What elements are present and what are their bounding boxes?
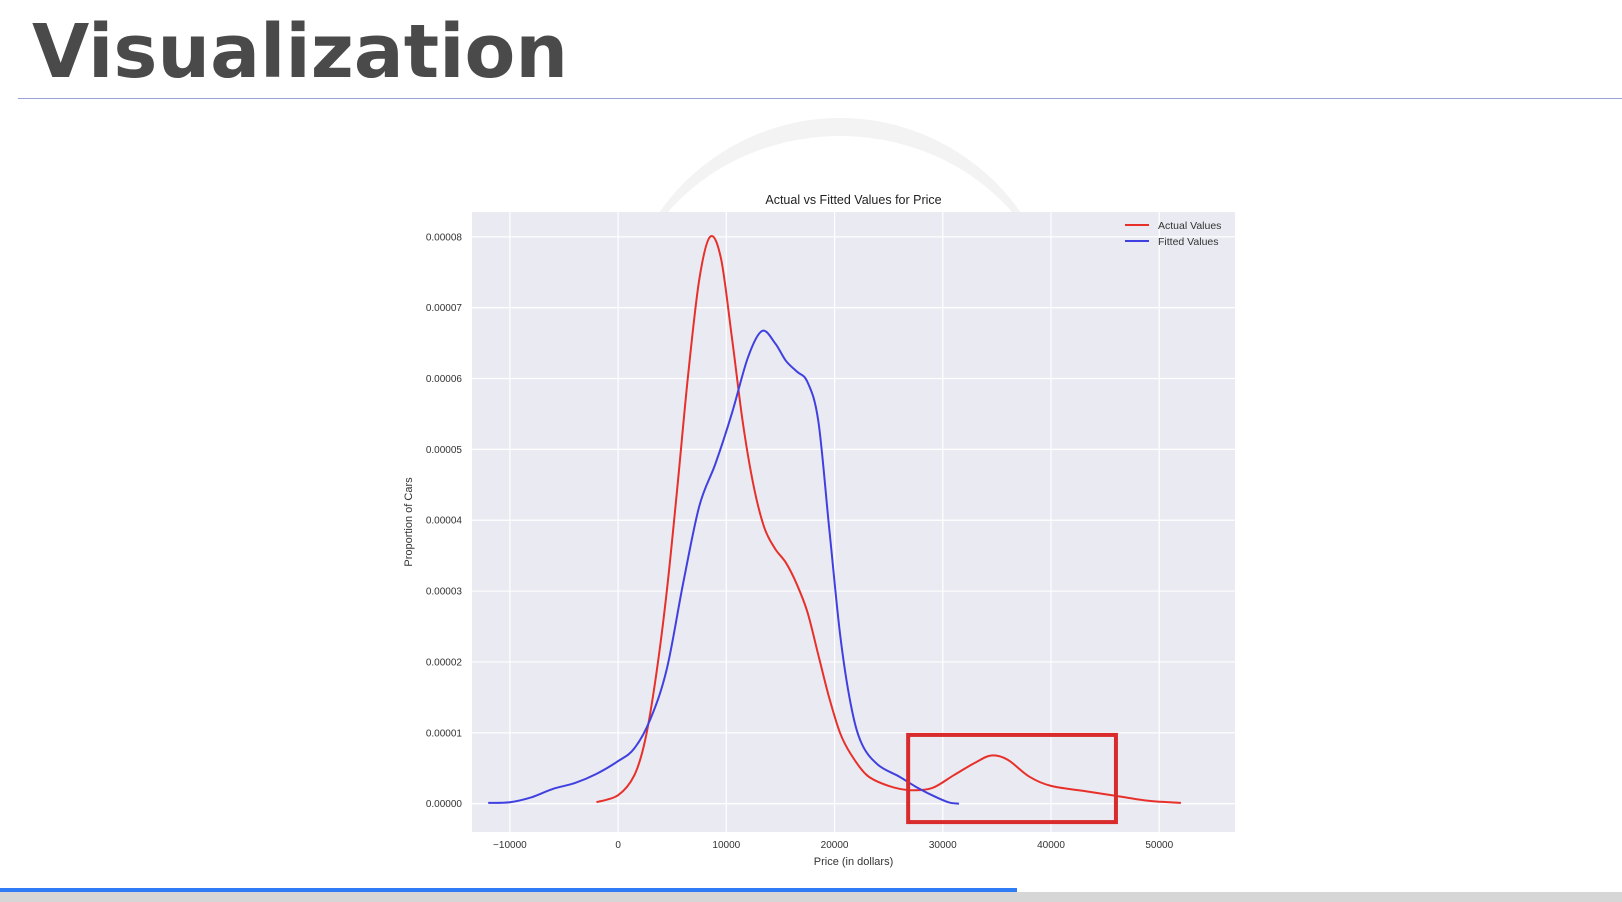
x-tick-label: 0 — [615, 840, 621, 851]
x-tick-label: 30000 — [929, 840, 957, 851]
y-tick-label: 0.00002 — [426, 657, 463, 668]
x-axis-ticks: −10000 0 10000 20000 30000 40000 50000 — [493, 840, 1174, 851]
y-axis-title: Proportion of Cars — [403, 477, 415, 567]
y-tick-label: 0.00005 — [426, 445, 463, 456]
legend-label-fitted: Fitted Values — [1158, 236, 1219, 248]
x-tick-label: 50000 — [1145, 840, 1173, 851]
x-tick-label: 40000 — [1037, 840, 1065, 851]
grid-lines — [472, 212, 1235, 832]
video-progress-track[interactable] — [0, 892, 1622, 902]
y-tick-label: 0.00001 — [426, 728, 463, 739]
legend-label-actual: Actual Values — [1158, 220, 1221, 232]
chart-title: Actual vs Fitted Values for Price — [765, 193, 941, 207]
x-tick-label: 20000 — [821, 840, 849, 851]
x-tick-label: −10000 — [493, 840, 527, 851]
y-axis-ticks: 0.00000 0.00001 0.00002 0.00003 0.00004 0.000… — [426, 232, 463, 810]
title-divider — [18, 98, 1622, 99]
legend: Actual Values Fitted Values — [1125, 220, 1221, 248]
series-lines — [488, 235, 1181, 805]
y-tick-label: 0.00000 — [426, 799, 463, 810]
fitted-values-line — [488, 329, 960, 805]
y-tick-label: 0.00004 — [426, 516, 463, 527]
y-tick-label: 0.00007 — [426, 303, 463, 314]
outlier-highlight-box — [906, 732, 1118, 825]
video-progress-fill — [0, 888, 1017, 892]
actual-values-line — [596, 235, 1181, 804]
plot-background — [472, 212, 1235, 832]
slide-title: Visualization — [32, 9, 568, 95]
x-tick-label: 10000 — [712, 840, 740, 851]
x-axis-title: Price (in dollars) — [814, 856, 893, 868]
y-tick-label: 0.00006 — [426, 374, 463, 385]
y-tick-label: 0.00008 — [426, 232, 463, 243]
y-tick-label: 0.00003 — [426, 587, 463, 598]
